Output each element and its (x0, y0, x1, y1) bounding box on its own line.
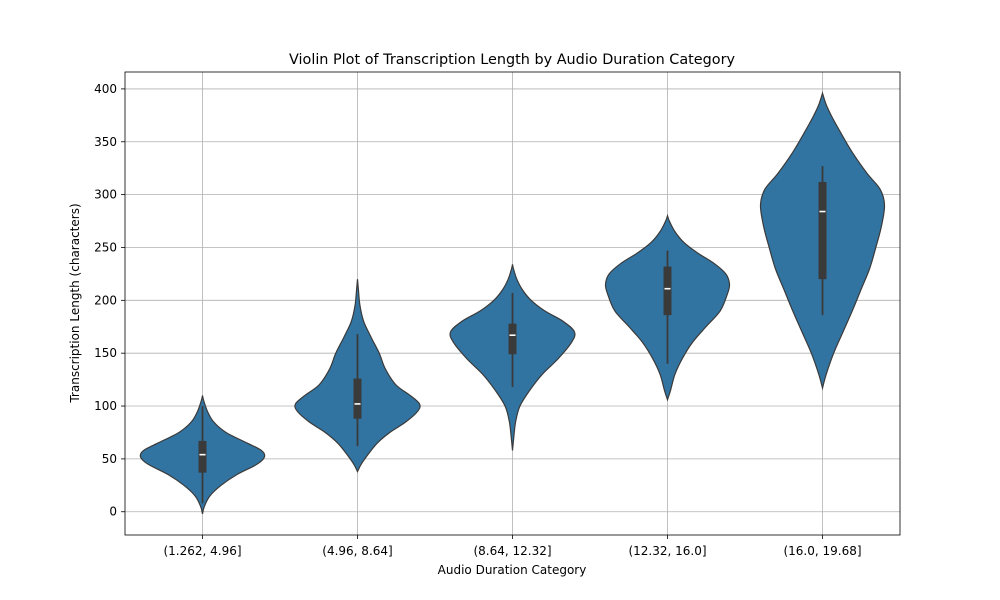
tick-layer: 0 50 100 150 200 250 300 350 400 (1.262, 4.96] (4.… (94, 82, 861, 558)
violin-group (139, 395, 266, 515)
y-tick-label: 400 (94, 82, 117, 96)
violin-group (759, 91, 886, 391)
x-tick-label: (1.262, 4.96] (163, 544, 241, 558)
violin-group (294, 279, 421, 473)
y-axis-label: Transcription Length (characters) (68, 203, 82, 403)
x-tick-label: (4.96, 8.64] (322, 544, 392, 558)
violin-group (449, 264, 576, 451)
x-tick-label: (16.0, 19.68] (783, 544, 861, 558)
y-tick-label: 200 (94, 293, 117, 307)
y-tick-label: 0 (109, 505, 117, 519)
violin-iqr-box (818, 181, 827, 280)
x-tick-label: (8.64, 12.32] (473, 544, 551, 558)
violin-iqr-box (353, 378, 362, 419)
violin-group (604, 213, 731, 402)
y-tick-label: 150 (94, 346, 117, 360)
chart-title: Violin Plot of Transcription Length by A… (289, 52, 736, 68)
y-tick-label: 250 (94, 240, 117, 254)
y-tick-label: 100 (94, 399, 117, 413)
y-tick-label: 50 (102, 452, 117, 466)
y-tick-label: 350 (94, 135, 117, 149)
violin-iqr-box (663, 266, 672, 316)
y-tick-label: 300 (94, 188, 117, 202)
violin-iqr-box (508, 323, 517, 355)
x-tick-label: (12.32, 16.0] (628, 544, 706, 558)
violin-iqr-box (198, 440, 207, 473)
x-axis-label: Audio Duration Category (438, 563, 587, 577)
violin-layer (139, 91, 886, 515)
